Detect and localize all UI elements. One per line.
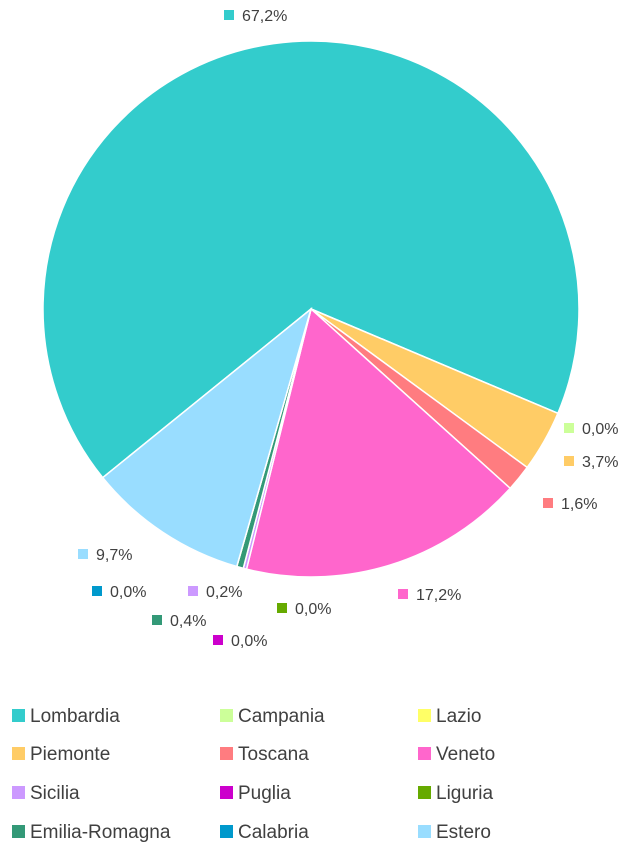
legend-label: Lazio	[436, 706, 481, 727]
label-marker	[152, 615, 162, 625]
label-marker	[277, 603, 287, 613]
legend-swatch	[12, 709, 25, 722]
data-label: 0,0%	[110, 584, 146, 601]
label-marker	[224, 10, 234, 20]
legend-swatch	[418, 786, 431, 799]
data-label: 3,7%	[582, 454, 618, 471]
label-marker	[564, 423, 574, 433]
label-marker	[564, 456, 574, 466]
legend-swatch	[12, 786, 25, 799]
legend-swatch	[12, 747, 25, 760]
label-marker	[213, 635, 223, 645]
data-label: 0,0%	[582, 421, 618, 438]
legend-swatch	[220, 786, 233, 799]
legend-label: Liguria	[436, 783, 493, 804]
label-marker	[188, 586, 198, 596]
data-label: 0,4%	[170, 613, 206, 630]
legend-swatch	[418, 747, 431, 760]
legend-label: Sicilia	[30, 783, 80, 804]
legend-label: Emilia-Romagna	[30, 822, 171, 843]
pie-slice	[42, 40, 580, 479]
data-label: 17,2%	[416, 587, 461, 604]
legend-swatch	[220, 747, 233, 760]
legend-label: Lombardia	[30, 706, 120, 727]
legend-label: Estero	[436, 822, 491, 843]
label-marker	[92, 586, 102, 596]
data-label: 1,6%	[561, 496, 597, 513]
legend-label: Veneto	[436, 744, 495, 765]
legend-swatch	[220, 709, 233, 722]
label-marker	[78, 549, 88, 559]
legend-swatch	[418, 825, 431, 838]
data-label: 0,2%	[206, 584, 242, 601]
data-label: 67,2%	[242, 8, 287, 25]
legend-label: Calabria	[238, 822, 309, 843]
legend-label: Piemonte	[30, 744, 110, 765]
legend-label: Puglia	[238, 783, 291, 804]
label-marker	[398, 589, 408, 599]
legend-label: Campania	[238, 706, 325, 727]
legend-swatch	[12, 825, 25, 838]
pie-slice	[101, 306, 313, 568]
data-label: 0,0%	[231, 633, 267, 650]
label-marker	[543, 498, 553, 508]
legend-swatch	[418, 709, 431, 722]
data-label: 9,7%	[96, 547, 132, 564]
pie-slice	[245, 307, 512, 578]
legend-swatch	[220, 825, 233, 838]
data-label: 0,0%	[295, 601, 331, 618]
legend-label: Toscana	[238, 744, 309, 765]
